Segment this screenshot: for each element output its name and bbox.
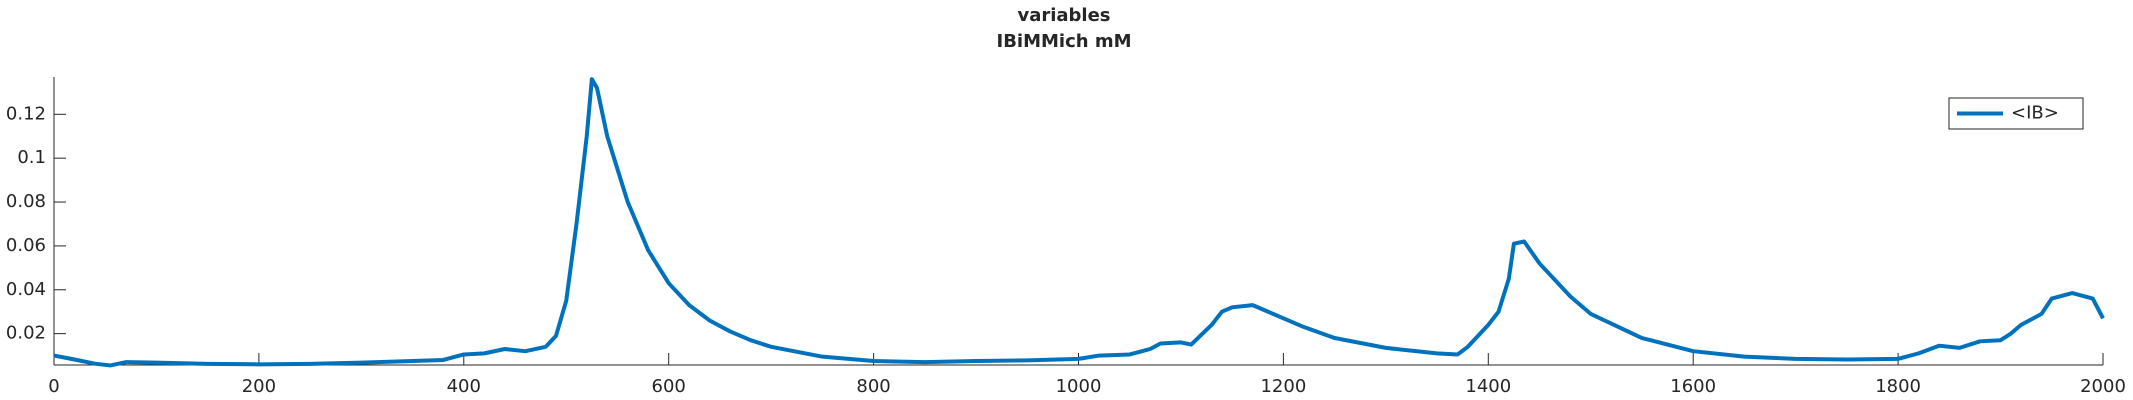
- x-tick-label: 400: [447, 376, 481, 397]
- x-tick-label: 1200: [1260, 376, 1306, 397]
- x-tick-label: 1400: [1465, 376, 1511, 397]
- x-tick-label: 1000: [1056, 376, 1102, 397]
- y-tick-label: 0.1: [17, 147, 46, 168]
- line-series: [53, 77, 2105, 368]
- y-tick-label: 0.02: [6, 323, 46, 344]
- y-tick-label: 0.12: [6, 103, 46, 124]
- y-tick-label: 0.08: [6, 191, 46, 212]
- x-tick-label: 2000: [2080, 376, 2126, 397]
- y-tick-label: 0.04: [6, 279, 46, 300]
- chart-title: variables: [1017, 5, 1110, 26]
- x-tick-label: 1800: [1875, 376, 1921, 397]
- chart-subtitle: IBiMMich mM: [997, 31, 1132, 52]
- x-tick-label: 200: [242, 376, 276, 397]
- legend-label: <IB>: [2011, 103, 2059, 124]
- x-tick-label: 800: [856, 376, 890, 397]
- x-tick-label: 0: [48, 376, 59, 397]
- x-tick-label: 600: [652, 376, 686, 397]
- x-tick-label: 1600: [1670, 376, 1716, 397]
- y-tick-label: 0.06: [6, 235, 46, 256]
